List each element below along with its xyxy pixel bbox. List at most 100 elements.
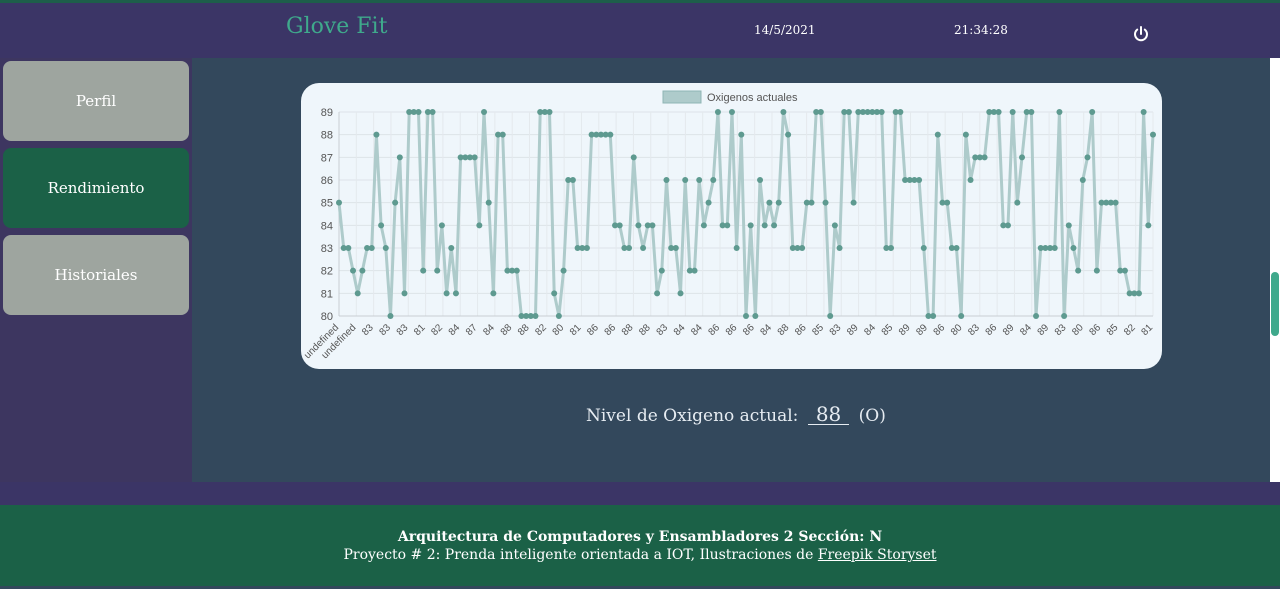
data-point	[990, 109, 997, 115]
x-tick-label: 80	[949, 322, 965, 338]
data-point	[518, 313, 525, 319]
data-point	[401, 290, 408, 297]
data-point	[616, 222, 623, 229]
data-point	[448, 245, 455, 251]
data-point	[569, 177, 576, 183]
data-point	[822, 199, 829, 206]
data-point	[410, 109, 417, 115]
data-point	[420, 267, 427, 274]
data-point	[747, 222, 754, 229]
y-tick-label: 84	[321, 220, 333, 232]
data-point	[1107, 199, 1114, 206]
x-tick-label: 83	[1053, 322, 1069, 338]
data-point	[869, 109, 876, 115]
data-point	[817, 109, 824, 115]
data-point	[359, 267, 366, 274]
sidebar-item-historiales[interactable]: Historiales	[3, 235, 189, 315]
data-point	[378, 222, 385, 229]
data-point	[976, 154, 983, 161]
data-point	[1004, 222, 1011, 229]
sidebar-item-label: Perfil	[75, 92, 117, 110]
x-tick-label: 81	[1139, 322, 1155, 338]
legend-swatch	[662, 90, 702, 104]
oxygen-chart-card: 80 81 82 83 84 85 86 87 88 89 undefined undefined 83…	[301, 83, 1162, 369]
header-date: 14/5/2021	[754, 23, 816, 37]
data-point	[336, 199, 342, 206]
data-point	[1047, 245, 1054, 251]
data-point	[995, 109, 1002, 115]
oxygen-level-unit: (O)	[858, 406, 886, 426]
sidebar: Perfil Rendimiento Historiales	[0, 58, 192, 482]
data-point	[1023, 109, 1030, 115]
footer-project-line: Proyecto # 2: Prenda inteligente orienta…	[0, 547, 1280, 563]
data-point	[873, 109, 880, 115]
brand-title[interactable]: Glove Fit	[286, 14, 388, 39]
data-point	[1033, 313, 1040, 319]
data-point	[509, 267, 516, 274]
data-point	[916, 177, 923, 183]
sidebar-item-perfil[interactable]: Perfil	[3, 61, 189, 141]
data-point	[504, 267, 511, 274]
data-point	[527, 313, 534, 319]
footer-credit-link[interactable]: Freepik Storyset	[817, 547, 937, 563]
data-point	[654, 290, 661, 297]
data-point	[757, 177, 764, 183]
data-point	[668, 245, 675, 251]
data-point	[691, 267, 698, 274]
data-point	[364, 245, 371, 251]
data-point	[1145, 222, 1152, 229]
data-point	[813, 109, 820, 115]
x-tick-label: 82	[533, 322, 549, 338]
data-point	[972, 154, 979, 161]
data-point	[944, 199, 951, 206]
sidebar-item-label: Historiales	[54, 266, 138, 284]
series-line-oxigenos	[337, 110, 1155, 318]
data-point	[1121, 267, 1128, 274]
sidebar-item-label: Rendimiento	[47, 179, 145, 197]
data-point	[1079, 177, 1086, 183]
data-point	[499, 131, 506, 138]
x-tick-label: 80	[1070, 322, 1086, 338]
data-point	[382, 245, 389, 251]
data-point	[775, 199, 782, 206]
footer: Arquitectura de Computadores y Ensamblad…	[0, 505, 1280, 586]
data-point	[574, 245, 581, 251]
data-point	[878, 109, 885, 115]
data-point	[696, 177, 703, 183]
data-point	[513, 267, 520, 274]
data-point	[396, 154, 403, 161]
data-point	[761, 222, 768, 229]
data-point	[728, 109, 735, 115]
data-point	[1140, 109, 1147, 115]
data-point	[766, 199, 773, 206]
data-point	[438, 222, 445, 229]
legend-label: Oxigenos actuales	[707, 92, 798, 104]
data-point	[930, 313, 937, 319]
scrollbar-thumb[interactable]	[1271, 272, 1279, 336]
data-point	[368, 245, 375, 251]
data-point	[714, 109, 721, 115]
data-point	[738, 131, 745, 138]
data-point	[644, 222, 651, 229]
data-point	[1150, 131, 1156, 138]
y-tick-label: 85	[321, 198, 333, 210]
sidebar-item-rendimiento[interactable]: Rendimiento	[3, 148, 189, 228]
x-tick-label: 80	[551, 322, 567, 338]
scrollbar-track[interactable]	[1270, 58, 1280, 482]
data-point	[958, 313, 965, 319]
data-point	[476, 222, 483, 229]
x-tick-label: 84	[447, 322, 463, 338]
data-point	[939, 199, 946, 206]
data-point	[649, 222, 656, 229]
data-point	[850, 199, 857, 206]
x-tick-label: 88	[620, 322, 636, 338]
power-icon[interactable]	[1132, 25, 1150, 43]
data-point	[1103, 199, 1110, 206]
data-point	[597, 131, 604, 138]
x-tick-label: 86	[603, 322, 619, 338]
data-point	[490, 290, 497, 297]
data-point	[925, 313, 932, 319]
x-tick-label: 84	[481, 322, 497, 338]
y-tick-label: 83	[321, 243, 333, 255]
